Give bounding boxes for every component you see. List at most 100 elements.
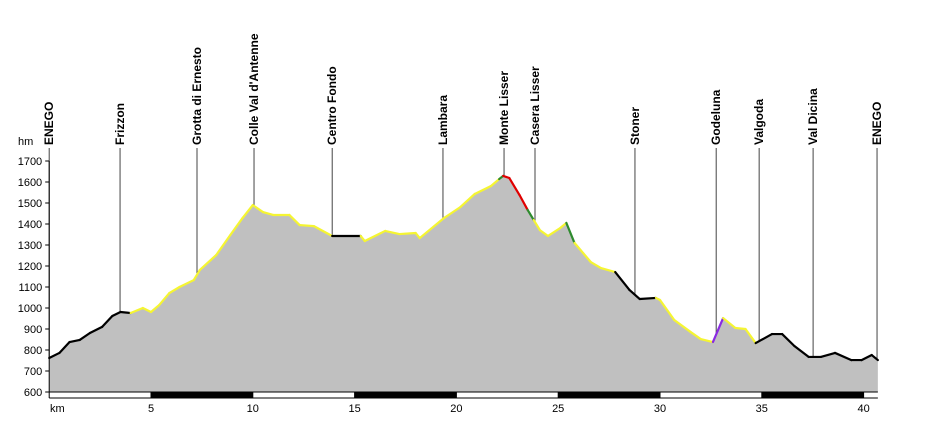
place-label: Stoner bbox=[628, 107, 642, 145]
place-label: Frizzon bbox=[113, 103, 127, 145]
profile-segment bbox=[754, 332, 774, 345]
x-tick-label: 20 bbox=[450, 403, 462, 415]
profile-segment bbox=[198, 253, 218, 272]
y-tick-label: 600 bbox=[24, 387, 42, 399]
profile-segment bbox=[68, 338, 81, 344]
profile-segment bbox=[312, 225, 334, 238]
profile-segment bbox=[261, 210, 275, 217]
profile-segment bbox=[58, 340, 71, 355]
profile-area bbox=[49, 175, 878, 392]
profile-segment bbox=[443, 205, 462, 220]
profile-segment bbox=[508, 176, 521, 197]
place-label: Casera Lisser bbox=[528, 66, 542, 145]
profile-segment bbox=[711, 316, 725, 344]
place-label: ENEGO bbox=[42, 102, 56, 145]
profile-segment bbox=[398, 231, 417, 236]
y-tick-label: 1600 bbox=[18, 177, 42, 189]
profile-segment bbox=[819, 351, 837, 359]
profile-segment bbox=[88, 325, 104, 335]
place-label: Grotta di Ernesto bbox=[190, 47, 204, 145]
scale-bar bbox=[558, 392, 660, 398]
scale-bar bbox=[151, 392, 253, 398]
profile-segment bbox=[418, 216, 446, 240]
place-label: Centro Fondo bbox=[325, 66, 339, 145]
profile-segment bbox=[526, 208, 535, 222]
y-tick-label: 1200 bbox=[18, 261, 42, 273]
profile-segment bbox=[298, 223, 315, 228]
y-tick-label: 1500 bbox=[18, 198, 42, 210]
profile-segment bbox=[870, 353, 879, 362]
profile-segment bbox=[689, 330, 702, 341]
x-tick-label: 15 bbox=[348, 403, 360, 415]
profile-segment bbox=[78, 331, 92, 342]
profile-segment bbox=[599, 267, 617, 274]
x-tick-label: 25 bbox=[552, 403, 564, 415]
scale-bar bbox=[761, 392, 864, 398]
profile-segment bbox=[215, 233, 232, 257]
x-tick-label: 30 bbox=[654, 403, 666, 415]
x-tick-label: 35 bbox=[756, 403, 768, 415]
profile-segment bbox=[111, 310, 122, 318]
profile-segment bbox=[722, 316, 737, 330]
profile-segment bbox=[565, 221, 576, 244]
place-label: Val Dicina bbox=[806, 88, 820, 145]
y-tick-label: 1000 bbox=[18, 303, 42, 315]
profile-segment bbox=[384, 229, 401, 236]
profile-segment bbox=[860, 353, 873, 362]
place-label: Colle Val d'Antenne bbox=[247, 33, 261, 145]
y-tick-label: 900 bbox=[24, 324, 42, 336]
profile-segment bbox=[168, 285, 181, 295]
profile-segment bbox=[546, 226, 562, 238]
y-tick-label: 1400 bbox=[18, 219, 42, 231]
profile-segment bbox=[614, 270, 631, 292]
profile-segment bbox=[573, 241, 592, 264]
y-tick-label: 1700 bbox=[18, 156, 42, 168]
x-tick-label: 5 bbox=[148, 403, 154, 415]
profile-segment bbox=[459, 192, 476, 209]
scale-bar bbox=[354, 392, 457, 398]
x-tick-label: 40 bbox=[857, 403, 869, 415]
place-label: Valgoda bbox=[752, 99, 766, 145]
profile-segment bbox=[559, 221, 568, 230]
profile-segment bbox=[673, 318, 692, 334]
profile-segment bbox=[141, 306, 153, 314]
profile-segment bbox=[251, 204, 265, 214]
profile-segment bbox=[288, 213, 301, 227]
profile-segment bbox=[473, 184, 493, 196]
profile-segment bbox=[734, 326, 747, 331]
profile-segment bbox=[101, 314, 114, 328]
profile-segment bbox=[158, 291, 171, 307]
profile-segment bbox=[532, 218, 541, 232]
x-unit: km bbox=[50, 403, 65, 415]
profile-segment bbox=[699, 337, 715, 344]
profile-segment bbox=[781, 332, 796, 348]
profile-segment bbox=[129, 306, 144, 315]
profile-segment bbox=[538, 228, 550, 238]
profile-segment bbox=[833, 351, 853, 362]
y-unit: hm bbox=[18, 136, 33, 148]
profile-segment bbox=[793, 344, 810, 359]
x-tick-label: 10 bbox=[247, 403, 259, 415]
y-tick-label: 1100 bbox=[19, 282, 43, 294]
profile-segment bbox=[518, 193, 529, 212]
profile-segment bbox=[149, 303, 161, 314]
profile-segment bbox=[638, 296, 658, 301]
y-tick-label: 800 bbox=[24, 345, 42, 357]
profile-segment bbox=[489, 177, 501, 188]
profile-segment bbox=[48, 351, 61, 360]
profile-segment bbox=[744, 327, 757, 345]
profile-segment bbox=[178, 278, 195, 289]
profile-segment bbox=[119, 310, 132, 315]
place-label: Lambara bbox=[436, 95, 450, 145]
profile-segment bbox=[229, 216, 244, 237]
profile-segment bbox=[628, 288, 641, 301]
profile-segment bbox=[192, 268, 201, 282]
profile-segment bbox=[241, 204, 254, 220]
profile-segment bbox=[658, 298, 676, 322]
place-label: Monte Lisser bbox=[497, 71, 511, 145]
y-tick-label: 1300 bbox=[18, 240, 42, 252]
profile-segment bbox=[589, 260, 603, 270]
place-label: ENEGO bbox=[870, 102, 884, 145]
place-label: Godeluna bbox=[709, 89, 723, 145]
